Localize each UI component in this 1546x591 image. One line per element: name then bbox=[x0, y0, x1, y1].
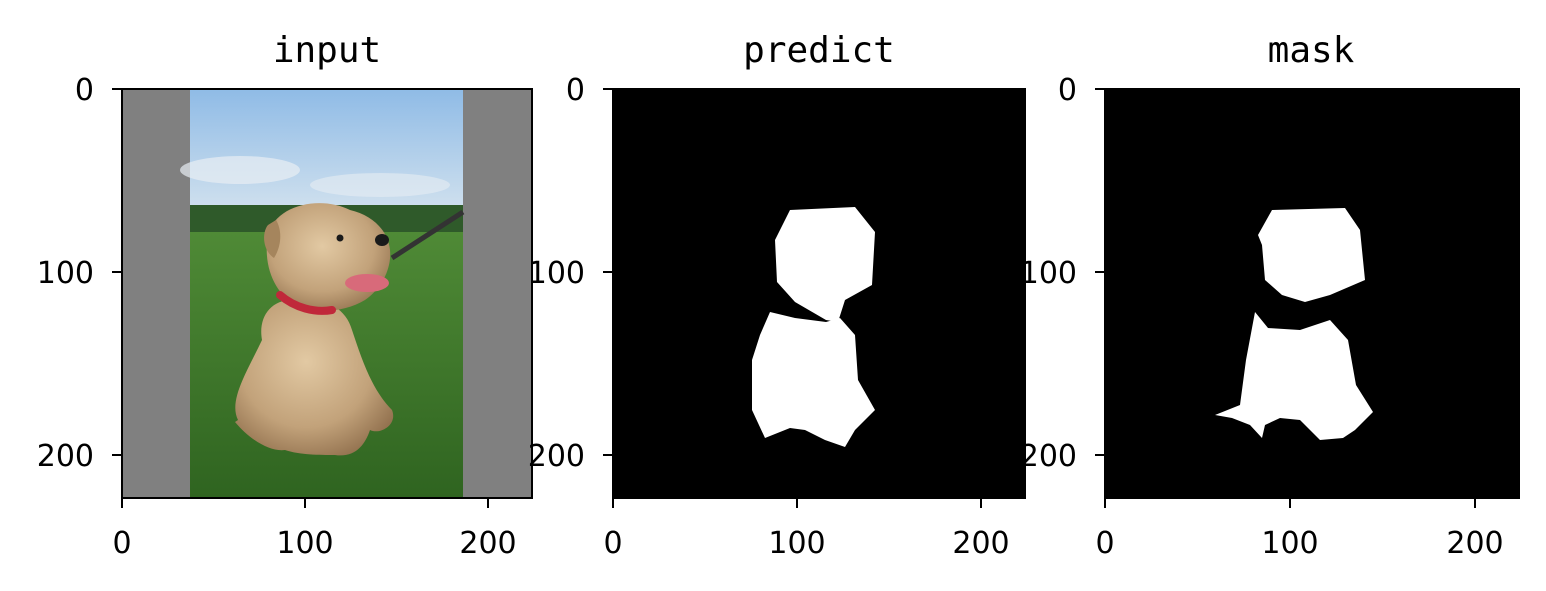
cloud bbox=[180, 156, 300, 184]
y-tick-label: 0 bbox=[75, 73, 94, 108]
dog-eye bbox=[336, 234, 344, 242]
x-axis: 0 100 200 bbox=[1095, 498, 1504, 561]
y-tick-label: 200 bbox=[37, 439, 94, 474]
panel-input: input 0 100 200 bbox=[37, 30, 533, 561]
dog-body bbox=[235, 299, 394, 456]
predict-body-blob bbox=[752, 312, 875, 447]
x-tick-label: 0 bbox=[112, 526, 131, 561]
dog-ear bbox=[264, 220, 281, 258]
x-tick-label: 100 bbox=[276, 526, 333, 561]
y-tick-label: 200 bbox=[1020, 439, 1077, 474]
y-axis: 0 100 200 bbox=[528, 73, 613, 474]
y-tick-label: 100 bbox=[1020, 256, 1077, 291]
input-photo bbox=[122, 89, 532, 498]
x-tick-label: 100 bbox=[768, 526, 825, 561]
predict-head-blob bbox=[775, 207, 875, 322]
x-tick-label: 100 bbox=[1261, 526, 1318, 561]
x-tick-label: 200 bbox=[459, 526, 516, 561]
cloud bbox=[310, 173, 450, 197]
dog-collar bbox=[276, 291, 336, 315]
y-tick-label: 200 bbox=[528, 439, 585, 474]
x-axis: 0 100 200 bbox=[112, 498, 517, 561]
axes-frame bbox=[612, 88, 1026, 499]
axes-frame bbox=[121, 88, 533, 499]
dog-nose bbox=[375, 234, 389, 246]
panel-title-predict: predict bbox=[743, 30, 895, 71]
panel-predict: predict 0 100 200 0 100 200 bbox=[528, 30, 1026, 561]
x-axis: 0 100 200 bbox=[603, 498, 1010, 561]
panel-title-mask: mask bbox=[1268, 30, 1355, 71]
y-tick-label: 0 bbox=[566, 73, 585, 108]
x-tick-label: 0 bbox=[1095, 526, 1114, 561]
y-tick-label: 100 bbox=[37, 256, 94, 291]
y-tick-label: 0 bbox=[1058, 73, 1077, 108]
x-tick-label: 200 bbox=[1446, 526, 1503, 561]
x-tick-label: 0 bbox=[603, 526, 622, 561]
panel-title-input: input bbox=[273, 30, 381, 71]
dog-tongue bbox=[345, 274, 389, 292]
x-tick-label: 200 bbox=[952, 526, 1009, 561]
y-axis: 0 100 200 bbox=[1020, 73, 1105, 474]
mask-head-blob bbox=[1258, 208, 1365, 302]
mask-body-blob bbox=[1215, 312, 1373, 440]
panel-mask: mask 0 100 200 0 100 200 bbox=[1020, 30, 1520, 561]
y-tick-label: 100 bbox=[528, 256, 585, 291]
leash bbox=[390, 209, 465, 261]
axes-frame bbox=[1104, 88, 1520, 499]
y-axis: 0 100 200 bbox=[37, 73, 122, 474]
